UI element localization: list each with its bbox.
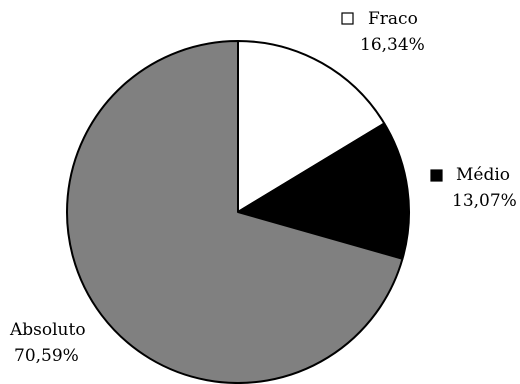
fraco-legend-marker [342, 13, 353, 24]
medio-percent: 13,07% [452, 191, 517, 211]
medio-legend-marker [431, 170, 442, 181]
pie-slices [67, 41, 409, 383]
medio-label: Médio [456, 165, 510, 185]
legend-fraco: Fraco 16,34% [342, 9, 425, 55]
legend-medio: Médio 13,07% [431, 165, 517, 211]
fraco-label: Fraco [368, 9, 418, 29]
legend-absoluto: Absoluto 70,59% [9, 320, 86, 366]
absoluto-label: Absoluto [9, 320, 86, 340]
fraco-percent: 16,34% [360, 35, 425, 55]
absoluto-percent: 70,59% [14, 346, 79, 366]
